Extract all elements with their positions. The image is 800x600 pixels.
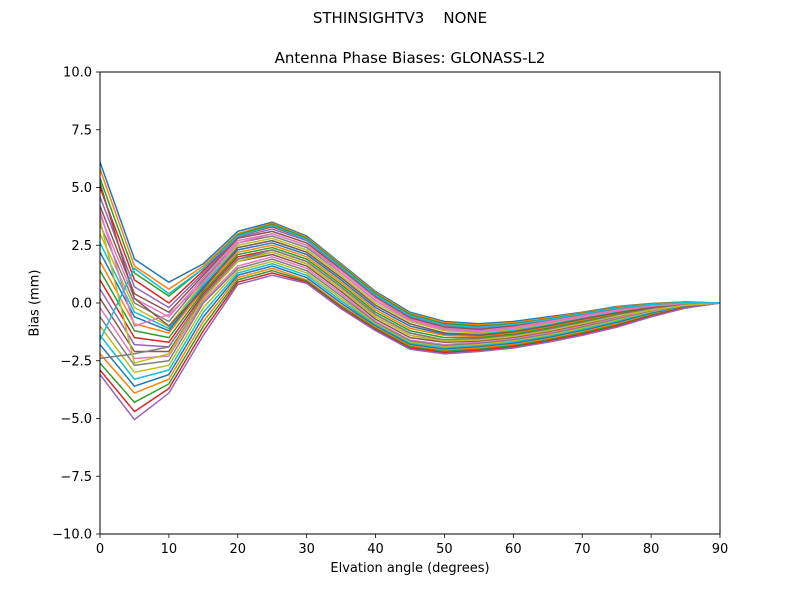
- x-tick-label: 80: [643, 542, 660, 557]
- x-tick-label: 70: [574, 542, 591, 557]
- y-tick-label: −7.5: [60, 470, 92, 485]
- series-line: [100, 182, 720, 337]
- y-axis-label: Bias (mm): [27, 269, 43, 337]
- series-line: [100, 260, 720, 374]
- series-layer: [100, 161, 720, 421]
- series-line: [100, 267, 720, 394]
- chart-title: Antenna Phase Biases: GLONASS-L2: [274, 49, 546, 67]
- y-tick-label: 7.5: [71, 123, 92, 138]
- x-tick-label: 90: [712, 542, 729, 557]
- series-line: [100, 178, 720, 327]
- x-axis: 0 10 20 30 40 50 60 70 80 90: [96, 534, 728, 557]
- x-tick-label: 0: [96, 542, 104, 557]
- x-tick-label: 10: [161, 542, 178, 557]
- x-tick-label: 30: [298, 542, 315, 557]
- y-tick-label: −10.0: [52, 528, 92, 543]
- x-tick-label: 50: [436, 542, 453, 557]
- x-axis-label: Elvation angle (degrees): [330, 561, 490, 576]
- y-tick-label: −5.0: [60, 412, 92, 427]
- series-line: [100, 219, 720, 364]
- series-line: [100, 210, 720, 333]
- y-axis: 10.0 7.5 5.0 2.5 0.0 −2.5 −5.0 −7.5 −10.0: [52, 66, 100, 543]
- series-line: [100, 249, 720, 360]
- series-line: [100, 256, 720, 360]
- y-tick-label: 0.0: [71, 297, 92, 312]
- x-tick-label: 40: [367, 542, 384, 557]
- series-line: [100, 224, 720, 341]
- x-tick-label: 60: [505, 542, 522, 557]
- y-tick-label: 10.0: [63, 66, 92, 81]
- y-tick-label: −2.5: [60, 354, 92, 369]
- series-line: [100, 269, 720, 404]
- figure-suptitle: STHINSIGHTV3 NONE: [312, 9, 488, 27]
- y-tick-label: 5.0: [71, 181, 92, 196]
- series-line: [100, 272, 720, 413]
- series-line: [100, 265, 720, 387]
- series-line: [100, 262, 720, 380]
- series-line: [100, 274, 720, 421]
- series-line: [100, 258, 720, 367]
- x-tick-label: 20: [230, 542, 247, 557]
- y-tick-label: 2.5: [71, 239, 92, 254]
